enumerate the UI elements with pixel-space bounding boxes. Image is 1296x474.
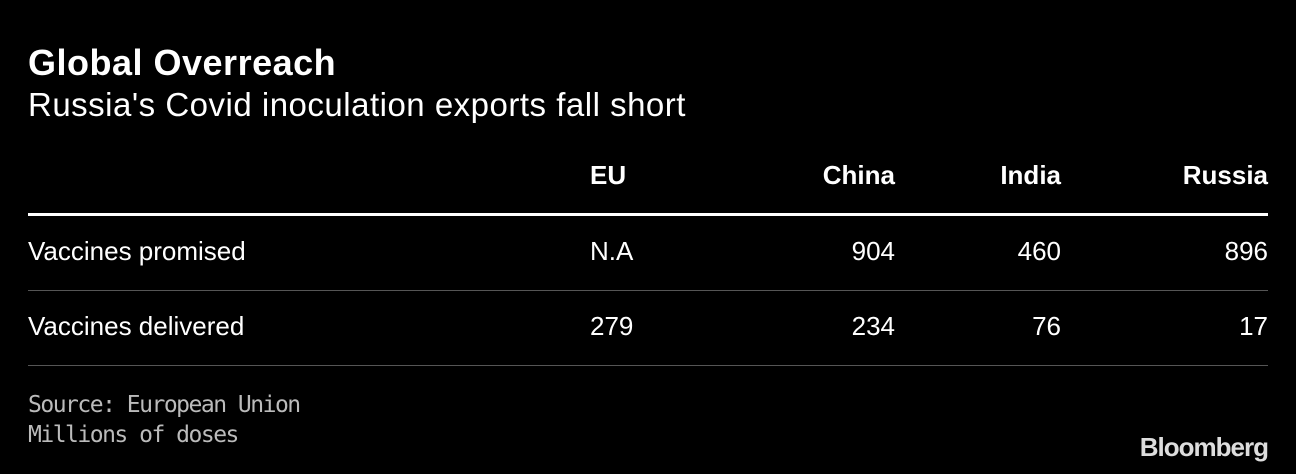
cell: 17 <box>1239 311 1268 341</box>
source: Source: European Union <box>28 392 301 418</box>
brand: Bloomberg <box>1139 432 1269 462</box>
cell: 460 <box>1017 236 1061 266</box>
cell: 904 <box>851 236 895 266</box>
cell: N.A <box>590 236 634 266</box>
row-rule <box>28 290 1268 291</box>
column-header: Russia <box>1182 160 1268 190</box>
note: Millions of doses <box>28 422 239 448</box>
row-label: Vaccines delivered <box>28 311 245 341</box>
row-label: Vaccines promised <box>28 236 246 266</box>
column-header: EU <box>590 160 627 190</box>
row-rule <box>28 365 1268 366</box>
column-header: China <box>822 160 895 190</box>
header-rule <box>28 213 1268 216</box>
column-header: India <box>1000 160 1061 190</box>
subtitle: Russia's Covid inoculation exports fall … <box>28 86 686 123</box>
cell: 896 <box>1224 236 1268 266</box>
cell: 234 <box>851 311 895 341</box>
cell: 76 <box>1032 311 1061 341</box>
title: Global Overreach <box>28 42 337 83</box>
cell: 279 <box>590 311 634 341</box>
